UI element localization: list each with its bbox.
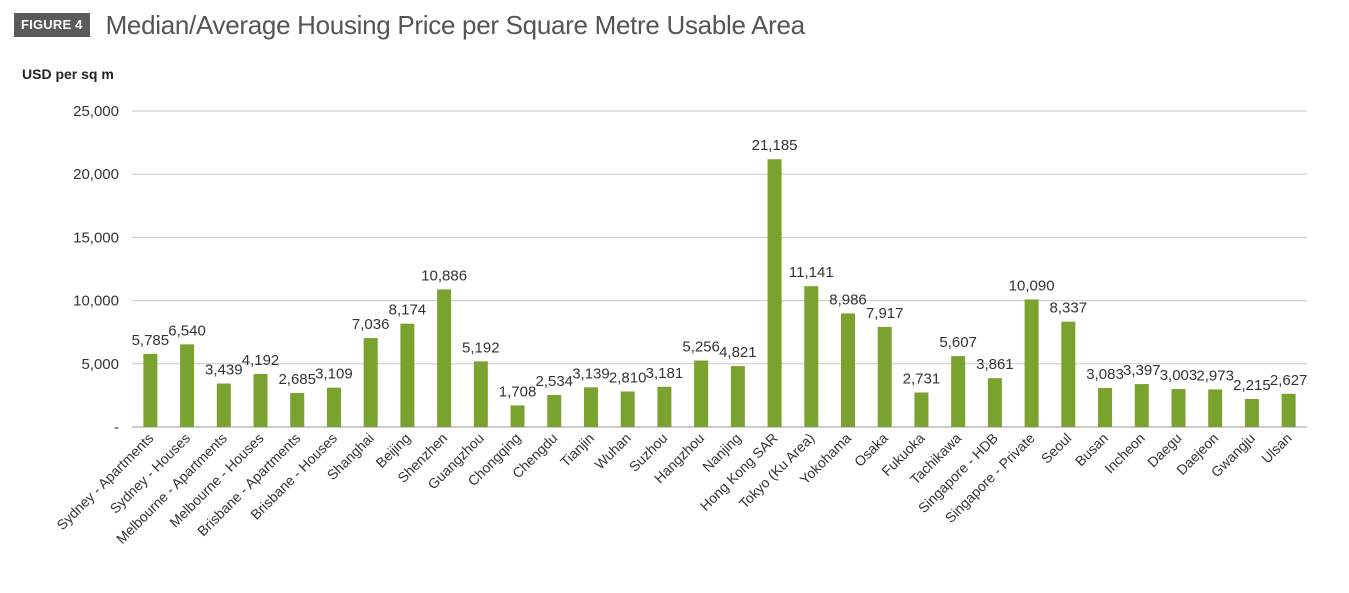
bar [1134,384,1149,427]
bar [767,159,782,427]
data-label: 8,986 [829,291,867,308]
bar [694,360,709,427]
bar [987,378,1002,427]
data-label: 3,397 [1123,362,1161,379]
data-label: 8,174 [389,302,427,319]
y-axis-label: USD per sq m [22,66,114,82]
data-label: 7,036 [352,316,390,333]
bar [1171,389,1186,427]
data-label: 3,139 [572,365,610,382]
y-axis-ticks: - 5,000 10,000 15,000 20,000 25,000 [73,103,119,436]
data-label: 2,627 [1270,372,1308,389]
bar [804,286,819,427]
data-label: 2,215 [1233,377,1271,394]
bar [216,383,231,427]
data-label: 4,192 [242,352,280,369]
bar [914,392,929,427]
x-tick-label: Seoul [1038,430,1075,467]
data-label: 10,090 [1009,277,1055,294]
data-label: 21,185 [752,137,798,154]
data-label: 5,256 [682,339,720,356]
data-label: 3,861 [976,356,1014,373]
data-label: 3,439 [205,362,243,379]
bar [583,387,598,427]
y-tick-label: 20,000 [73,166,119,183]
bar [547,394,562,427]
y-tick-label: - [114,419,119,436]
data-label: 2,973 [1196,367,1234,384]
bar [1244,399,1259,427]
data-label: 2,685 [278,371,316,388]
x-tick-label: Tianjin [557,430,597,470]
x-tick-label: Incheon [1101,430,1148,477]
bar [180,344,195,427]
bar [1061,321,1076,427]
data-label: 5,785 [132,332,170,349]
y-tick-label: 10,000 [73,293,119,310]
figure-badge: FIGURE 4 [14,13,90,37]
data-label: 2,534 [535,373,573,390]
bar [730,366,745,427]
bar [841,313,856,427]
y-tick-label: 25,000 [73,103,119,120]
bar [400,323,415,427]
bar [143,353,158,427]
chart-title: Median/Average Housing Price per Square … [105,9,806,40]
bar [326,387,341,427]
bar [363,338,378,427]
bar [1098,388,1113,427]
data-label: 2,810 [609,369,647,386]
data-label: 3,181 [646,365,684,382]
bar [290,393,305,427]
bar [657,386,672,427]
data-label: 10,886 [421,267,467,284]
bar [951,356,966,427]
data-label: 3,083 [1086,366,1124,383]
bar [253,374,268,427]
data-label: 8,337 [1050,300,1088,317]
bar [510,405,525,427]
data-label: 3,003 [1160,367,1198,384]
bars [143,159,1296,427]
data-label: 5,192 [462,339,500,356]
bar [877,326,892,427]
y-tick-label: 15,000 [73,229,119,246]
figure-header: FIGURE 4 Median/Average Housing Price pe… [14,8,805,42]
data-label: 5,607 [939,334,977,351]
data-label: 6,540 [168,322,206,339]
data-label: 1,708 [499,383,537,400]
bar [1024,299,1039,427]
bar [437,289,452,427]
bar [1281,393,1296,427]
bar [620,391,635,427]
data-label: 3,109 [315,366,353,383]
data-label: 4,821 [719,344,757,361]
bar [473,361,488,427]
bar [1208,389,1223,427]
x-tick-label: Ulsan [1258,430,1295,467]
data-label: 11,141 [789,264,834,281]
y-tick-label: 5,000 [81,356,119,373]
data-label: 2,731 [903,370,941,387]
data-label: 7,917 [866,305,904,322]
